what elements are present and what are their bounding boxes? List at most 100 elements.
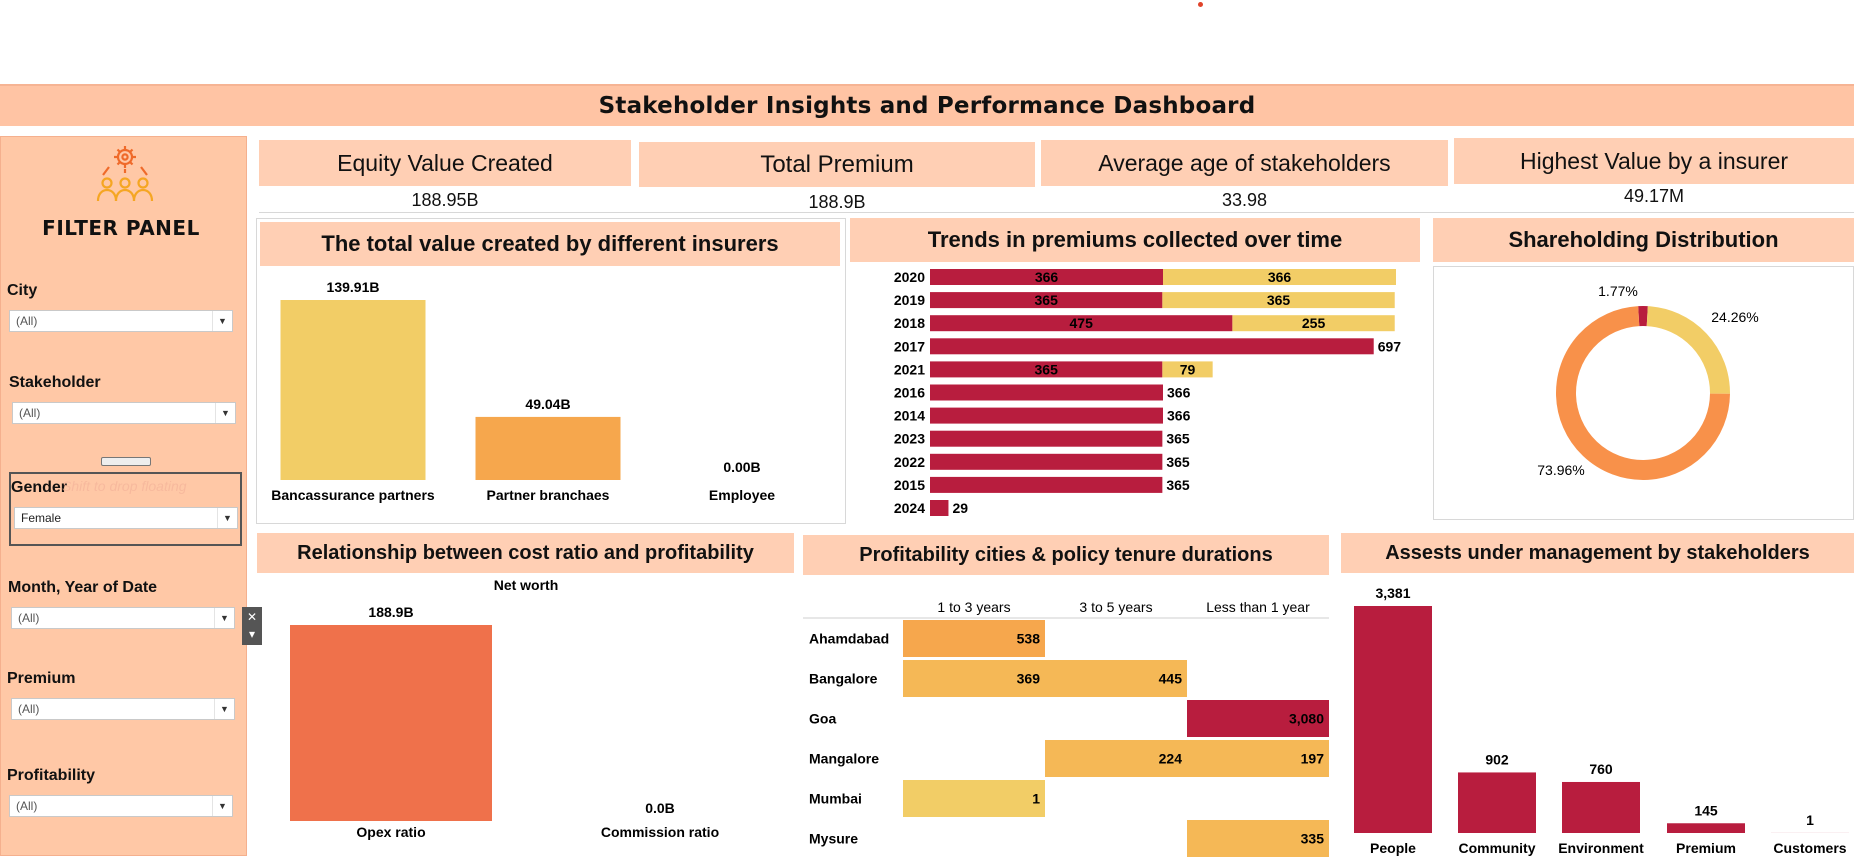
insurer-bar: [280, 300, 426, 480]
heatmap-column-header: Less than 1 year: [1206, 599, 1310, 615]
heatmap-cell: [1187, 820, 1329, 857]
aum-title: Assests under management by stakeholders: [1341, 533, 1854, 573]
heatmap-row-label: Ahamdabad: [809, 631, 889, 647]
heatmap-cell-label: 369: [1017, 671, 1041, 687]
shareholding-title: Shareholding Distribution: [1433, 218, 1854, 262]
gender-select-value: Female: [21, 511, 62, 525]
profitability-select-value: (All): [16, 799, 38, 813]
heatmap-cell: [903, 780, 1045, 817]
heatmap-cell-label: 1: [1032, 791, 1040, 807]
filter-label-month-year: Month, Year of Date: [8, 579, 158, 596]
trend-value-label: 365: [1035, 292, 1059, 308]
aum-bar-label: 145: [1694, 802, 1718, 818]
chevron-down-icon[interactable]: ▼: [212, 311, 232, 331]
month-year-select-value: (All): [18, 611, 40, 625]
trend-year-label: 2024: [894, 500, 925, 516]
trend-year-label: 2019: [894, 292, 925, 308]
donut-slice-label: 24.26%: [1711, 309, 1758, 325]
trend-bar-segment: [930, 292, 1163, 309]
insurer-bar-label: 49.04B: [525, 396, 570, 412]
filter-label-premium: Premium: [7, 670, 76, 687]
kpi-highest-label: Highest Value by a insurer: [1454, 138, 1854, 184]
trend-bar-segment: [1162, 292, 1395, 309]
heatmap-cell: [1187, 740, 1329, 777]
trend-year-label: 2023: [894, 431, 925, 447]
city-select-value: (All): [16, 314, 38, 328]
trend-bar-segment: [930, 269, 1163, 285]
stakeholder-select[interactable]: (All) ▼: [12, 402, 236, 424]
menu-icon[interactable]: ▾: [248, 627, 256, 641]
heatmap-row-label: Goa: [809, 711, 836, 727]
trend-year-label: 2022: [894, 454, 925, 470]
trend-year-label: 2021: [894, 361, 925, 377]
trend-bar-segment: [1232, 315, 1395, 332]
trend-year-label: 2018: [894, 315, 925, 331]
chevron-down-icon[interactable]: ▼: [214, 699, 234, 719]
chevron-down-icon[interactable]: ▼: [214, 608, 234, 628]
trend-bar-segment: [930, 384, 1163, 401]
aum-bar: [1562, 781, 1640, 833]
trend-value-label: 365: [1166, 477, 1190, 493]
premium-select[interactable]: (All) ▼: [11, 698, 235, 720]
heatmap-row-label: Mangalore: [809, 751, 879, 767]
cost-bar-label: 188.9B: [368, 604, 413, 620]
kpi-premium-value: 188.9B: [808, 192, 866, 212]
cost-category-label: Opex ratio: [356, 824, 425, 840]
aum-bar: [1667, 823, 1745, 833]
heatmap-cell-label: 3,080: [1289, 711, 1324, 727]
filter-label-city: City: [7, 282, 38, 299]
aum-category-label: People: [1370, 840, 1416, 856]
insurer-category-label: Employee: [709, 487, 775, 503]
premium-select-value: (All): [18, 702, 40, 716]
chevron-down-icon[interactable]: ▼: [215, 403, 235, 423]
kpi-premium-label: Total Premium: [639, 142, 1035, 187]
trend-value-label: 366: [1035, 269, 1059, 285]
gender-select[interactable]: Female ▼: [14, 507, 238, 529]
cost-category-label: Commission ratio: [601, 824, 719, 840]
heatmap-cell-label: 538: [1017, 631, 1041, 647]
chevron-down-icon[interactable]: ▼: [212, 796, 232, 816]
aum-bar-label: 3,381: [1375, 585, 1410, 601]
trend-value-label: 366: [1167, 408, 1191, 424]
filter-label-profitability: Profitability: [7, 767, 96, 784]
heatmap-cell: [1045, 740, 1187, 777]
heatmap-cell-label: 445: [1159, 671, 1183, 687]
cost-bar-label: 0.0B: [645, 800, 675, 816]
heatmap-cell: [903, 620, 1045, 657]
cost-ylabel: Net worth: [494, 577, 559, 593]
insurer-bar: [475, 416, 621, 480]
insurer-bar-label: 0.00B: [723, 459, 760, 475]
trend-bar-segment: [1163, 269, 1396, 285]
trend-bar-segment: [930, 361, 1163, 378]
donut-slice: [1646, 306, 1730, 394]
heatmap-cell: [1187, 700, 1329, 737]
trend-value-label: 365: [1166, 431, 1190, 447]
heatmap-cell-label: 335: [1301, 831, 1325, 847]
aum-category-label: Community: [1459, 840, 1536, 856]
profitability-select[interactable]: (All) ▼: [9, 795, 233, 817]
kpi-age-label: Average age of stakeholders: [1041, 140, 1448, 186]
premium-trends-chart: 2020 366 366 2019 365 365 2018 475 255 2017 697 202…: [894, 269, 1401, 516]
heatmap-column-header: 3 to 5 years: [1079, 599, 1152, 615]
dashboard-title: Stakeholder Insights and Performance Das…: [0, 84, 1854, 126]
city-select[interactable]: (All) ▼: [9, 310, 233, 332]
chevron-down-icon[interactable]: ▼: [217, 508, 237, 528]
heatmap-cell: [903, 660, 1045, 697]
month-year-select[interactable]: (All) ▼: [11, 607, 235, 629]
donut-slice-label: 73.96%: [1537, 462, 1584, 478]
aum-category-label: Premium: [1676, 840, 1736, 856]
trend-year-label: 2014: [894, 408, 925, 424]
drag-handle[interactable]: [101, 457, 151, 466]
filter-panel-title: FILTER PANEL: [42, 216, 200, 240]
gender-filter-floating[interactable]: Gender Female ▼: [9, 472, 242, 546]
insurer-bar-label: 139.91B: [327, 279, 380, 295]
cost-ratio-chart: Net worth 188.9B Opex ratio 0.0B Commission …: [290, 577, 719, 840]
floating-controls: ✕ ▾: [242, 607, 262, 645]
heatmap-cell-label: 224: [1159, 751, 1183, 767]
aum-bar-chart: 3,381 People 902 Community 760 Environment 145…: [1354, 585, 1849, 856]
filter-label-gender: Gender: [11, 479, 68, 496]
trend-bar-segment: [930, 407, 1163, 424]
trend-value-label: 79: [1180, 361, 1196, 377]
close-icon[interactable]: ✕: [246, 610, 258, 624]
kpi-highest-value: 49.17M: [1623, 186, 1685, 206]
